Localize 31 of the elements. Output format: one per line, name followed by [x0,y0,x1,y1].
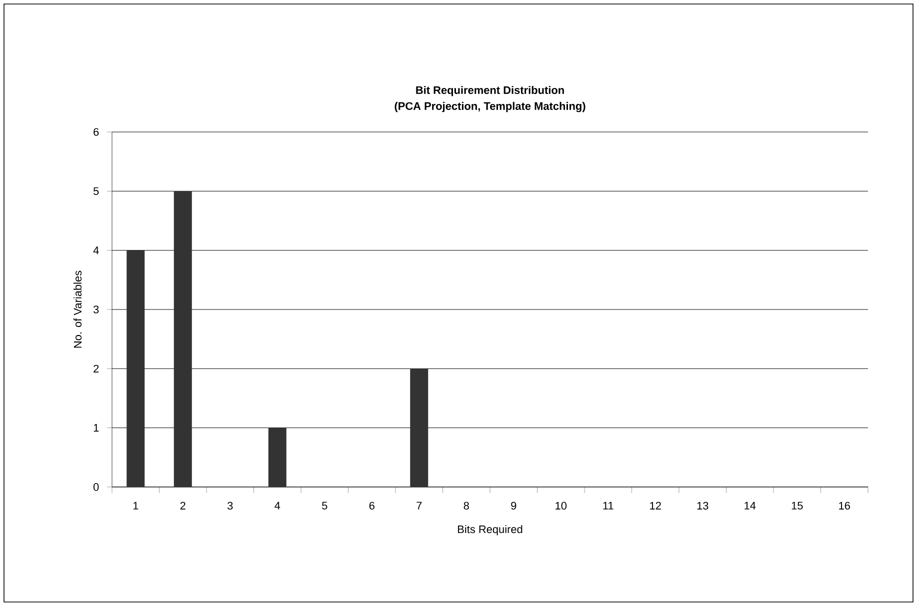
x-tick-label: 11 [603,502,614,510]
y-axis-title: No. of Variables [74,270,82,348]
bar [174,191,192,487]
x-tick-label: 14 [744,502,756,510]
x-tick-label: 16 [839,502,850,510]
bar [268,428,286,487]
bar [126,250,145,487]
x-tick-label: 9 [511,502,516,510]
x-tick-label: 10 [556,502,567,510]
y-tick-label: 6 [94,128,99,136]
y-tick-label: 5 [94,187,99,195]
y-tick-label: 2 [94,364,99,372]
chart-subtitle: (PCA Projection, Template Matching) [394,102,586,112]
x-tick-label: 5 [322,502,328,510]
x-tick-label: 13 [697,502,708,510]
x-tick-label: 1 [133,502,138,510]
y-tick-label: 1 [94,424,99,432]
x-tick-label: 8 [464,502,469,510]
x-tick-label: 15 [792,502,803,510]
chart-title: Bit Requirement Distribution [416,86,564,96]
x-tick-label: 3 [228,502,233,510]
x-axis-title: Bits Required [458,525,522,536]
x-tick-label: 4 [274,502,280,510]
x-tick-label: 7 [416,502,422,510]
y-tick-label: 3 [93,306,99,314]
y-tick-label: 0 [93,483,99,491]
x-tick-label: 6 [369,502,374,510]
y-tick-label: 4 [93,246,99,254]
x-tick-label: 12 [650,502,661,510]
bar [410,368,428,487]
x-tick-label: 2 [180,502,186,510]
